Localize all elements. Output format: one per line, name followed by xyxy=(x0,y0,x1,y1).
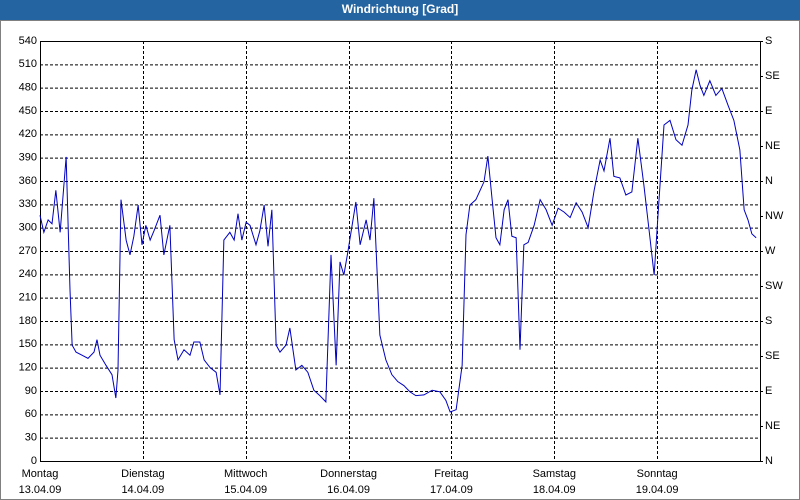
y-tick-label: 30 xyxy=(25,432,37,444)
x-tick-label: 15.04.09 xyxy=(224,484,267,496)
x-tick-label: Sonntag xyxy=(637,468,678,480)
y-tick-label: 180 xyxy=(19,315,37,327)
y-tick-label: 540 xyxy=(19,35,37,47)
y-tick-label: 510 xyxy=(19,58,37,70)
y2-tick-label: N xyxy=(765,455,773,467)
y-tick-label: 90 xyxy=(25,385,37,397)
y2-tick-label: SE xyxy=(765,70,780,82)
y-tick-label: 240 xyxy=(19,268,37,280)
y2-tick-label: N xyxy=(765,175,773,187)
y-tick-label: 120 xyxy=(19,362,37,374)
x-tick-label: 13.04.09 xyxy=(19,484,62,496)
y2-tick-label: S xyxy=(765,315,772,327)
x-tick-label: 14.04.09 xyxy=(121,484,164,496)
x-tick-label: 18.04.09 xyxy=(533,484,576,496)
y2-tick-label: NE xyxy=(765,420,780,432)
y2-tick-label: S xyxy=(765,35,772,47)
y2-tick-label: W xyxy=(765,245,776,257)
x-tick-label: Dienstag xyxy=(121,468,164,480)
y-tick-label: 0 xyxy=(31,455,37,467)
x-tick-label: Freitag xyxy=(434,468,468,480)
y-tick-label: 60 xyxy=(25,408,37,420)
x-tick-label: 19.04.09 xyxy=(636,484,679,496)
y-tick-label: 480 xyxy=(19,82,37,94)
y2-tick-label: SW xyxy=(765,280,783,292)
y-tick-label: 390 xyxy=(19,152,37,164)
y-tick-label: 360 xyxy=(19,175,37,187)
y2-tick-label: NE xyxy=(765,140,780,152)
x-tick-label: Montag xyxy=(22,468,59,480)
y2-tick-label: E xyxy=(765,105,772,117)
y2-tick-label: SE xyxy=(765,350,780,362)
data-line xyxy=(39,69,757,413)
x-tick-label: Samstag xyxy=(533,468,576,480)
y2-tick-label: E xyxy=(765,385,772,397)
chart-title: Windrichtung [Grad] xyxy=(342,2,459,16)
y-tick-label: 300 xyxy=(19,222,37,234)
y-tick-label: 450 xyxy=(19,105,37,117)
x-tick-label: 16.04.09 xyxy=(327,484,370,496)
x-tick-label: Donnerstag xyxy=(320,468,377,480)
x-tick-label: 17.04.09 xyxy=(430,484,473,496)
y-tick-label: 420 xyxy=(19,128,37,140)
y-tick-label: 150 xyxy=(19,338,37,350)
y-tick-label: 270 xyxy=(19,245,37,257)
y-tick-label: 210 xyxy=(19,292,37,304)
x-tick-label: Mittwoch xyxy=(224,468,267,480)
y-tick-label: 330 xyxy=(19,198,37,210)
title-bar xyxy=(0,0,800,20)
y2-tick-label: NW xyxy=(765,210,784,222)
